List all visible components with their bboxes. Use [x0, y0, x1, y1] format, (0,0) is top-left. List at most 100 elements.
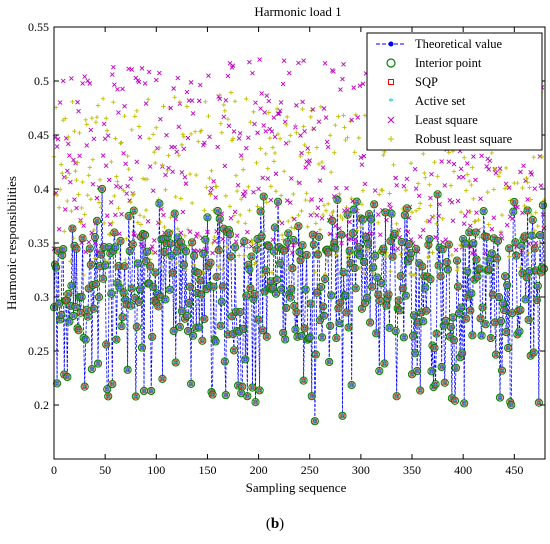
point-sqp: [223, 392, 229, 398]
point-least-square: [361, 153, 367, 159]
point-active-set: [145, 249, 149, 254]
point-interior: [371, 251, 380, 260]
point-robust-least-square: [315, 247, 321, 253]
point-least-square: [86, 239, 92, 245]
point-interior: [516, 305, 525, 315]
point-sqp: [292, 303, 297, 309]
point-robust-least-square: [400, 206, 406, 212]
point-interior: [273, 197, 283, 206]
point-least-square: [80, 81, 85, 86]
point-sqp: [351, 207, 357, 213]
point-interior: [142, 247, 152, 256]
point-robust-least-square: [408, 161, 414, 166]
point-interior: [171, 358, 180, 367]
point-sqp: [136, 299, 142, 305]
point-active-set: [307, 335, 312, 340]
point-active-set: [317, 235, 321, 239]
point-least-square: [171, 86, 176, 91]
point-interior: [457, 303, 466, 312]
point-least-square: [437, 201, 442, 207]
point-robust-least-square: [337, 191, 342, 197]
point-robust-least-square: [96, 200, 102, 205]
point-sqp: [100, 276, 106, 282]
point-interior: [251, 397, 260, 407]
point-sqp: [58, 312, 64, 318]
point-active-set: [291, 238, 296, 242]
point-interior: [319, 311, 329, 320]
point-least-square: [168, 105, 173, 111]
point-interior: [102, 340, 111, 349]
point-least-square: [284, 198, 290, 203]
point-active-set: [175, 235, 180, 240]
point-robust-least-square: [527, 185, 532, 190]
point-least-square: [217, 96, 223, 102]
point-interior: [395, 306, 404, 315]
point-sqp: [184, 313, 190, 319]
point-active-set: [321, 304, 325, 309]
point-active-set: [303, 287, 308, 292]
point-robust-least-square: [332, 150, 337, 155]
legend-label-least-square: Least square: [415, 113, 478, 127]
point-sqp: [273, 291, 279, 297]
point-active-set: [70, 226, 75, 231]
point-sqp: [293, 327, 298, 332]
point-robust-least-square: [63, 116, 68, 121]
x-tick-label: 450: [505, 463, 523, 477]
point-least-square: [163, 172, 168, 178]
point-active-set: [89, 262, 93, 267]
point-sqp: [347, 248, 352, 254]
point-sqp: [210, 392, 215, 397]
point-robust-least-square: [228, 90, 234, 95]
point-sqp: [312, 418, 318, 424]
point-interior: [78, 234, 87, 243]
point-robust-least-square: [98, 204, 104, 210]
point-least-square: [214, 229, 219, 234]
point-interior: [85, 244, 94, 253]
point-least-square: [87, 81, 93, 86]
point-robust-least-square: [208, 192, 213, 197]
point-least-square: [275, 111, 281, 116]
point-sqp: [143, 258, 149, 264]
point-sqp: [188, 381, 194, 387]
point-sqp: [278, 287, 284, 293]
point-least-square: [268, 197, 274, 203]
point-sqp: [308, 301, 314, 307]
point-active-set: [340, 414, 345, 418]
point-robust-least-square: [67, 171, 72, 176]
point-active-set: [273, 225, 277, 230]
point-sqp: [148, 388, 154, 394]
point-robust-least-square: [276, 218, 282, 223]
point-sqp: [82, 384, 88, 389]
point-least-square: [255, 130, 260, 136]
point-robust-least-square: [204, 185, 209, 190]
point-interior: [450, 396, 460, 405]
point-active-set: [140, 345, 144, 350]
point-interior: [74, 326, 83, 335]
point-sqp: [300, 242, 305, 248]
point-robust-least-square: [461, 155, 467, 160]
point-active-set: [202, 317, 207, 321]
point-least-square: [180, 209, 186, 215]
point-least-square: [91, 136, 97, 142]
point-active-set: [65, 375, 70, 379]
point-interior: [128, 240, 137, 249]
point-interior: [339, 268, 348, 277]
point-sqp: [316, 234, 322, 240]
point-interior: [288, 264, 297, 273]
point-least-square: [387, 202, 392, 207]
point-interior: [179, 260, 189, 270]
point-robust-least-square: [394, 221, 399, 227]
point-least-square: [73, 160, 78, 166]
point-interior: [135, 285, 145, 294]
point-least-square: [90, 181, 96, 187]
point-active-set: [349, 383, 354, 387]
point-active-set: [184, 249, 188, 254]
point-interior: [512, 251, 521, 260]
point-active-set: [252, 292, 257, 296]
point-robust-least-square: [281, 169, 287, 174]
point-least-square: [340, 76, 345, 82]
y-tick-label: 0.3: [34, 290, 49, 304]
point-least-square: [193, 234, 199, 239]
point-robust-least-square: [522, 203, 527, 209]
point-interior: [129, 206, 138, 215]
